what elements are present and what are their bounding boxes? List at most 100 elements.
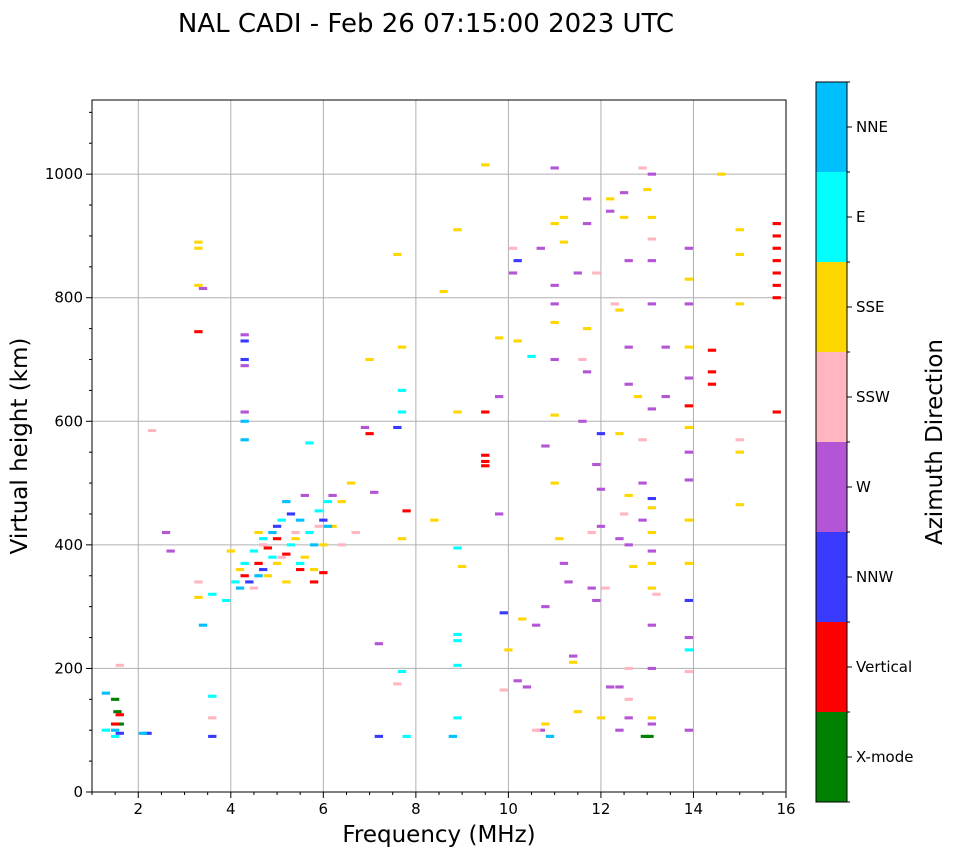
point-ssw — [638, 438, 647, 442]
point-e — [249, 549, 259, 553]
point-vertical — [707, 382, 717, 386]
point-ssw — [601, 586, 610, 590]
point-nne — [198, 623, 208, 627]
point-vertical — [272, 537, 282, 541]
point-w — [684, 302, 694, 306]
point-sse — [643, 188, 652, 192]
point-w — [569, 654, 578, 658]
point-sse — [309, 568, 319, 572]
point-sse — [513, 339, 522, 343]
point-w — [161, 530, 171, 535]
point-vertical — [115, 713, 124, 717]
point-w — [624, 716, 633, 720]
point-sse — [555, 537, 564, 541]
point-sse — [559, 215, 569, 219]
colorbar-tick-label: SSE — [856, 298, 885, 316]
point-vertical — [481, 410, 490, 414]
y-axis-ticks: 0 200 400 600 800 1000 — [45, 111, 92, 801]
point-nnw — [319, 518, 328, 522]
point-w — [647, 722, 656, 726]
point-sse — [457, 564, 467, 569]
point-nne — [110, 728, 120, 732]
point-w — [647, 549, 656, 553]
point-nne — [240, 419, 249, 423]
point-e — [402, 734, 411, 738]
point-vertical — [319, 571, 328, 575]
point-ssw — [684, 669, 694, 674]
point-sse — [559, 240, 569, 244]
point-e — [684, 648, 694, 652]
x-tick-label: 4 — [226, 800, 236, 818]
point-w — [240, 333, 249, 337]
point-sse — [735, 450, 744, 454]
point-sse — [300, 555, 309, 559]
colorbar-tick-label: X-mode — [856, 748, 913, 766]
point-ssw — [249, 586, 259, 590]
point-ssw — [610, 302, 619, 306]
point-e — [397, 669, 407, 674]
point-e — [397, 410, 407, 414]
point-sse — [647, 215, 656, 219]
point-x-mode — [640, 734, 650, 738]
point-sse — [550, 481, 559, 485]
point-w — [624, 345, 633, 349]
colorbar-tick-label: E — [856, 208, 865, 226]
point-sse — [606, 197, 615, 201]
point-sse — [569, 660, 578, 664]
point-vertical — [194, 330, 203, 334]
point-vertical — [772, 296, 781, 300]
point-w — [536, 246, 545, 250]
point-sse — [735, 228, 744, 232]
point-w — [536, 728, 545, 732]
colorbar-tick-label: SSW — [856, 388, 890, 406]
grid-lines — [92, 100, 787, 793]
point-w — [606, 685, 615, 689]
point-e — [305, 441, 314, 445]
colorbar-segment — [816, 622, 847, 712]
point-ssw — [508, 246, 518, 250]
point-sse — [629, 564, 638, 569]
point-w — [624, 543, 633, 547]
point-sse — [541, 722, 550, 726]
point-sse — [550, 320, 559, 324]
point-e — [110, 734, 120, 738]
point-ssw — [115, 663, 124, 667]
point-ssw — [578, 357, 587, 362]
y-axis-label: Virtual height (km) — [7, 338, 33, 555]
point-sse — [624, 493, 633, 497]
point-nnw — [240, 357, 249, 362]
point-e — [208, 694, 217, 698]
point-ssw — [291, 530, 300, 535]
point-nne — [296, 518, 305, 522]
point-vertical — [254, 561, 263, 565]
point-nne — [240, 438, 249, 442]
point-w — [638, 518, 647, 522]
point-ssw — [337, 543, 347, 547]
point-w — [240, 364, 249, 368]
point-sse — [397, 537, 407, 541]
point-w — [684, 728, 694, 732]
point-nnw — [208, 734, 217, 738]
colorbar-frame — [815, 81, 848, 803]
point-sse — [582, 327, 592, 331]
point-sse — [735, 302, 744, 306]
point-nnw — [245, 580, 254, 584]
point-nnw — [499, 611, 508, 615]
point-vertical — [263, 546, 272, 550]
point-e — [397, 388, 407, 392]
point-e — [314, 509, 323, 513]
point-sse — [684, 425, 694, 430]
point-vertical — [240, 574, 249, 578]
point-sse — [550, 222, 559, 226]
point-nne — [448, 734, 458, 738]
point-e — [101, 728, 111, 732]
y-tick-label: 400 — [54, 536, 83, 554]
point-sse — [684, 277, 694, 281]
point-ssw — [652, 592, 661, 596]
point-sse — [735, 503, 744, 507]
point-sse — [397, 345, 407, 349]
point-ssw — [587, 530, 596, 535]
point-e — [453, 546, 462, 550]
x-tick-label: 16 — [776, 800, 795, 818]
